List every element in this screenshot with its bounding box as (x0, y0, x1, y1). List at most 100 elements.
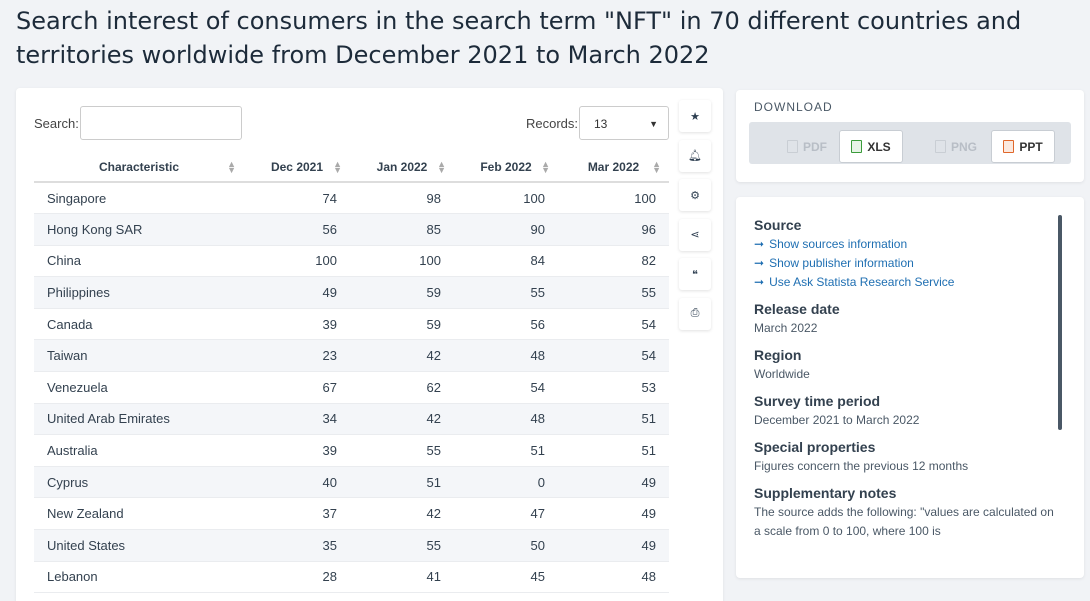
ppt-file-icon (1003, 140, 1015, 153)
row-label: United Arab Emirates (34, 403, 244, 436)
table-row: Australia 39 55 51 51 (34, 434, 669, 467)
download-pdf-button[interactable]: PDF (775, 130, 839, 163)
table-row: Lebanon 28 41 45 48 (34, 561, 669, 594)
cell-value: 48 (454, 403, 558, 436)
row-label: Australia (34, 434, 244, 467)
cell-value: 55 (454, 276, 558, 309)
info-scrollbar[interactable] (1058, 215, 1062, 430)
cell-value: 59 (350, 308, 454, 341)
cell-value: 54 (558, 339, 669, 373)
row-label: Venezuela (34, 371, 244, 404)
supplementary-notes-value: The source adds the following: "values a… (754, 505, 1054, 538)
table-row: United States 35 55 50 49 (34, 529, 669, 562)
cell-value: 45 (454, 561, 558, 594)
column-header-dec-2021[interactable]: Dec 2021 ▲ ▼ (244, 152, 350, 183)
table-row: New Zealand 37 42 47 49 (34, 497, 669, 531)
cell-value: 47 (454, 497, 558, 531)
download-buttons: PDF XLS PNG PPT (749, 122, 1071, 164)
cell-value: 39 (244, 308, 350, 341)
arrow-right-icon: ➞ (754, 237, 765, 251)
favorite-button[interactable]: ★ (679, 100, 711, 132)
table-row: Philippines 49 59 55 55 (34, 276, 669, 309)
ask-statista-link[interactable]: ➞ Use Ask Statista Research Service (754, 275, 955, 289)
tool-column: ★ 🔔︎ ⚙ ⋖ ❝ ⎙ (679, 100, 711, 337)
download-ppt-button[interactable]: PPT (991, 130, 1055, 163)
cell-value: 55 (350, 529, 454, 562)
region-value: Worldwide (754, 367, 810, 381)
row-label: United States (34, 529, 244, 562)
cell-value: 55 (350, 434, 454, 467)
survey-period-value: December 2021 to March 2022 (754, 413, 920, 427)
cell-value: 40 (244, 466, 350, 499)
cell-value: 98 (350, 182, 454, 215)
row-label: Singapore (34, 182, 244, 215)
show-publisher-link[interactable]: ➞ Show publisher information (754, 256, 914, 270)
cell-value: 51 (350, 466, 454, 499)
row-label: Taiwan (34, 339, 244, 373)
xls-file-icon (851, 140, 863, 153)
notification-button[interactable]: 🔔︎ (679, 139, 711, 172)
cell-value: 55 (558, 276, 669, 309)
print-button[interactable]: ⎙ (679, 297, 711, 330)
cell-value: 48 (558, 561, 669, 594)
column-header-mar-2022[interactable]: Mar 2022 ▲ ▼ (558, 152, 669, 183)
cell-value: 51 (558, 403, 669, 436)
search-label: Search: (34, 116, 79, 131)
cell-value: 59 (350, 276, 454, 309)
records-select[interactable]: 13 ▼ (579, 106, 669, 140)
share-button[interactable]: ⋖ (679, 218, 711, 251)
search-input[interactable] (80, 106, 242, 140)
sort-icon: ▲ ▼ (652, 159, 661, 175)
cell-value: 74 (244, 182, 350, 215)
release-date-value: March 2022 (754, 321, 818, 335)
cell-value: 90 (454, 213, 558, 246)
download-title: DOWNLOAD (754, 100, 833, 114)
quote-icon: ❝ (692, 268, 698, 281)
cell-value: 100 (244, 245, 350, 278)
cell-value: 42 (350, 403, 454, 436)
cell-value: 53 (558, 371, 669, 404)
table-row: Hong Kong SAR 56 85 90 96 (34, 213, 669, 246)
cell-value: 67 (244, 371, 350, 404)
records-label: Records: (526, 116, 579, 131)
cell-value: 48 (454, 339, 558, 373)
table-row: Venezuela 67 62 54 53 (34, 371, 669, 404)
cell-value: 82 (558, 245, 669, 278)
cell-value: 54 (558, 308, 669, 341)
cell-value: 100 (350, 245, 454, 278)
row-label: China (34, 245, 244, 278)
cell-value: 100 (454, 182, 558, 215)
table-card: Search: Records: 13 ▼ Characteristic ▲ ▼ D… (16, 88, 723, 601)
star-icon: ★ (690, 110, 700, 123)
settings-button[interactable]: ⚙ (679, 179, 711, 211)
cell-value: 23 (244, 339, 350, 373)
table-row: Cyprus 40 51 0 49 (34, 466, 669, 499)
arrow-right-icon: ➞ (754, 256, 765, 270)
cell-value: 96 (558, 213, 669, 246)
download-xls-button[interactable]: XLS (839, 130, 903, 163)
cell-value: 56 (454, 308, 558, 341)
sort-icon: ▲ ▼ (541, 159, 550, 175)
cell-value: 0 (454, 466, 558, 499)
column-header-characteristic[interactable]: Characteristic ▲ ▼ (34, 152, 244, 183)
column-header-feb-2022[interactable]: Feb 2022 ▲ ▼ (454, 152, 558, 183)
column-header-jan-2022[interactable]: Jan 2022 ▲ ▼ (350, 152, 454, 183)
cite-button[interactable]: ❝ (679, 258, 711, 290)
cell-value: 35 (244, 529, 350, 562)
cell-value: 56 (244, 213, 350, 246)
row-label: Hong Kong SAR (34, 213, 244, 246)
table-row: Singapore 74 98 100 100 (34, 182, 669, 215)
release-date-heading: Release date (754, 301, 840, 317)
sort-icon: ▲ ▼ (437, 159, 446, 175)
chevron-down-icon: ▼ (649, 119, 658, 129)
show-sources-link[interactable]: ➞ Show sources information (754, 237, 908, 251)
cell-value: 84 (454, 245, 558, 278)
cell-value: 50 (454, 529, 558, 562)
special-properties-value: Figures concern the previous 12 months (754, 459, 969, 473)
cell-value: 54 (454, 371, 558, 404)
cell-value: 49 (558, 529, 669, 562)
cell-value: 100 (558, 182, 669, 215)
cell-value: 37 (244, 497, 350, 531)
row-label: Cyprus (34, 466, 244, 499)
download-png-button[interactable]: PNG (924, 130, 988, 163)
